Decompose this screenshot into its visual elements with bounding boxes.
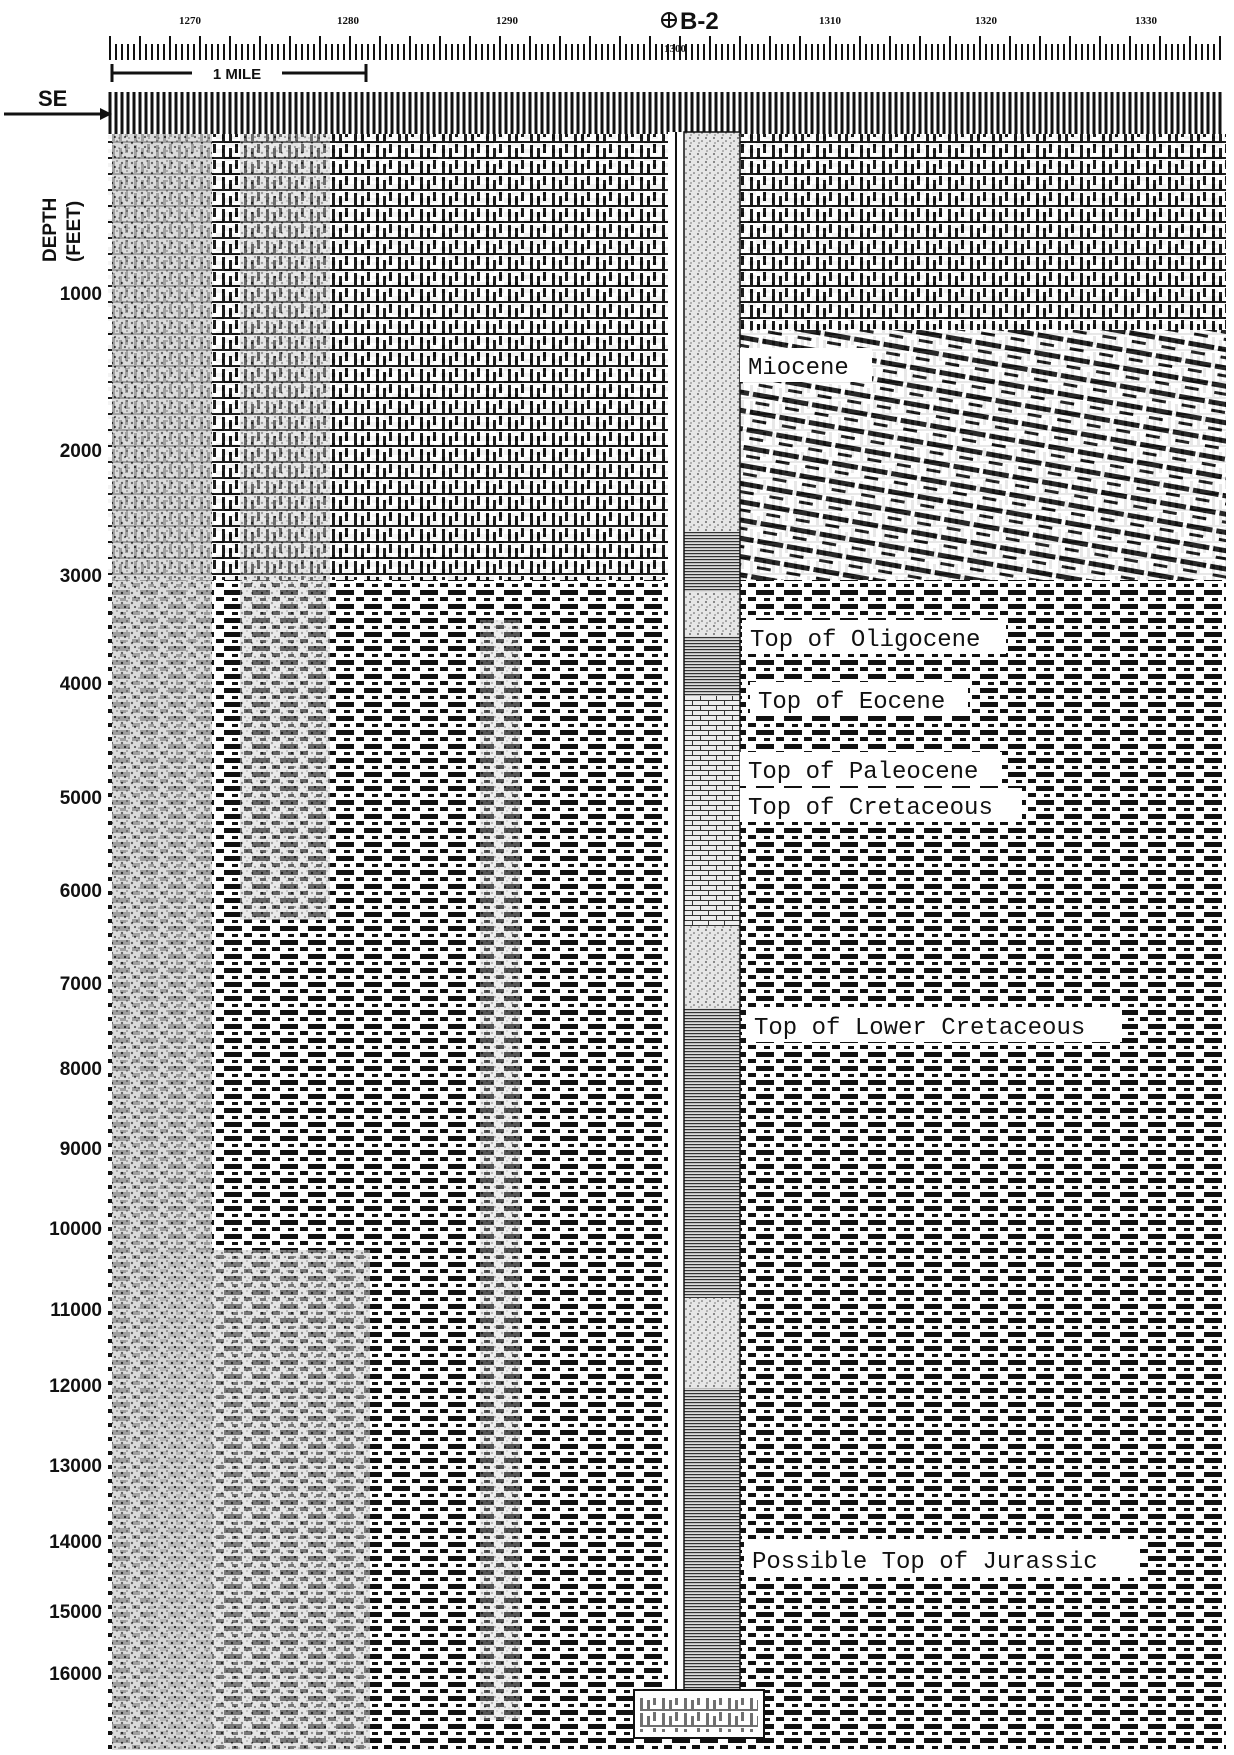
depth-axis-title-line2: (FEET) <box>64 201 85 262</box>
horizon-label-bg <box>744 1542 1138 1576</box>
shotpoint-label: 1290 <box>496 15 519 27</box>
horizon-label-bg <box>740 348 872 382</box>
scale-bar-bg <box>108 62 368 84</box>
seismic-noise-band-2 <box>240 120 330 920</box>
direction-label: SE <box>38 86 67 111</box>
horizon-label-text: Top of Eocene <box>758 689 945 716</box>
depth-tick-label: 12000 <box>49 1376 102 1397</box>
depth-tick-label: 9000 <box>60 1139 102 1160</box>
depth-tick-label: 11000 <box>50 1300 102 1321</box>
well-label: B-2 <box>680 8 719 35</box>
depth-axis-title: DEPTH (FEET) <box>40 198 85 262</box>
depth-tick-label: 3000 <box>60 566 102 587</box>
horizon-label: Possible Top of Jurassic <box>744 1542 1138 1576</box>
scale-bar-label: 1 MILE <box>213 66 261 83</box>
seismic-panel <box>108 110 1226 1750</box>
shotpoint-label: 1280 <box>337 15 360 27</box>
horizon-label-text: Possible Top of Jurassic <box>752 1549 1098 1576</box>
shotpoint-labels: 1270 1280 1290 1300 1310 1320 1330 <box>179 15 1158 55</box>
arrow-right-icon <box>100 108 112 120</box>
horizon-label: Top of Oligocene <box>742 620 1006 654</box>
horizon-label-text: Top of Cretaceous <box>748 795 993 822</box>
depth-tick-labels: 1000 2000 3000 4000 5000 6000 7000 8000 9000 1000… <box>49 284 102 1685</box>
depth-tick-label: 7000 <box>60 974 102 995</box>
depth-tick-label: 16000 <box>49 1664 102 1685</box>
horizon-labels: Miocene Top of Oligocene Top of Eocene Top … <box>740 348 1138 1576</box>
horizon-label-bg <box>740 788 1022 822</box>
trace-ticks <box>108 36 1222 134</box>
shotpoint-label: 1300 <box>664 43 687 55</box>
depth-tick-label: 2000 <box>60 441 102 462</box>
shotpoint-label: 1310 <box>819 15 842 27</box>
lithology-sand-2 <box>684 592 740 636</box>
horizon-label-bg <box>750 682 968 716</box>
well-header: B-2 <box>661 8 719 35</box>
well-td-box-fill <box>640 1698 758 1732</box>
scale-bar: 1 MILE <box>108 62 368 84</box>
lithology-shale-1 <box>684 532 740 592</box>
horizon-label: Top of Lower Cretaceous <box>746 1008 1122 1042</box>
lithology-limestone <box>684 696 740 926</box>
depth-tick-label: 6000 <box>60 881 102 902</box>
lithology-shale-3 <box>684 1008 740 1298</box>
depth-tick-label: 13000 <box>49 1456 102 1477</box>
depth-tick-label: 5000 <box>60 788 102 809</box>
lithology-sand-upper <box>684 132 740 532</box>
lithology-shale-2 <box>684 636 740 696</box>
depth-axis-title-line1: DEPTH <box>40 198 61 262</box>
lithology-sand-4 <box>684 1298 740 1388</box>
depth-tick-label: 14000 <box>49 1532 102 1553</box>
direction-indicator: SE <box>4 86 112 120</box>
well-log-column <box>633 131 765 1739</box>
depth-tick-label: 4000 <box>60 674 102 695</box>
depth-tick-label: 15000 <box>49 1602 102 1623</box>
depth-tick-label: 1000 <box>60 284 102 305</box>
lithology-shale-4 <box>684 1388 740 1692</box>
horizon-label-text: Top of Oligocene <box>750 627 980 654</box>
horizon-label-bg <box>742 620 1006 654</box>
horizon-label-bg <box>746 1008 1122 1042</box>
horizon-label: Miocene <box>740 348 872 382</box>
depth-tick-label: 8000 <box>60 1059 102 1080</box>
shotpoint-label: 1270 <box>179 15 202 27</box>
lithology-sand-3 <box>684 926 740 1008</box>
horizon-label-bg <box>740 752 1002 786</box>
horizon-label: Top of Eocene <box>750 682 968 716</box>
depth-tick-label: 10000 <box>49 1219 102 1240</box>
horizon-label: Top of Paleocene <box>740 752 1002 786</box>
horizon-label-text: Miocene <box>748 355 849 382</box>
horizon-label-text: Top of Paleocene <box>748 759 978 786</box>
seismic-noise-band-4 <box>480 620 520 1720</box>
shotpoint-label: 1320 <box>975 15 998 27</box>
horizon-label-text: Top of Lower Cretaceous <box>754 1015 1085 1042</box>
horizon-label: Top of Cretaceous <box>740 788 1022 822</box>
shotpoint-label: 1330 <box>1135 15 1158 27</box>
seismic-noise-band-3 <box>150 1250 370 1750</box>
